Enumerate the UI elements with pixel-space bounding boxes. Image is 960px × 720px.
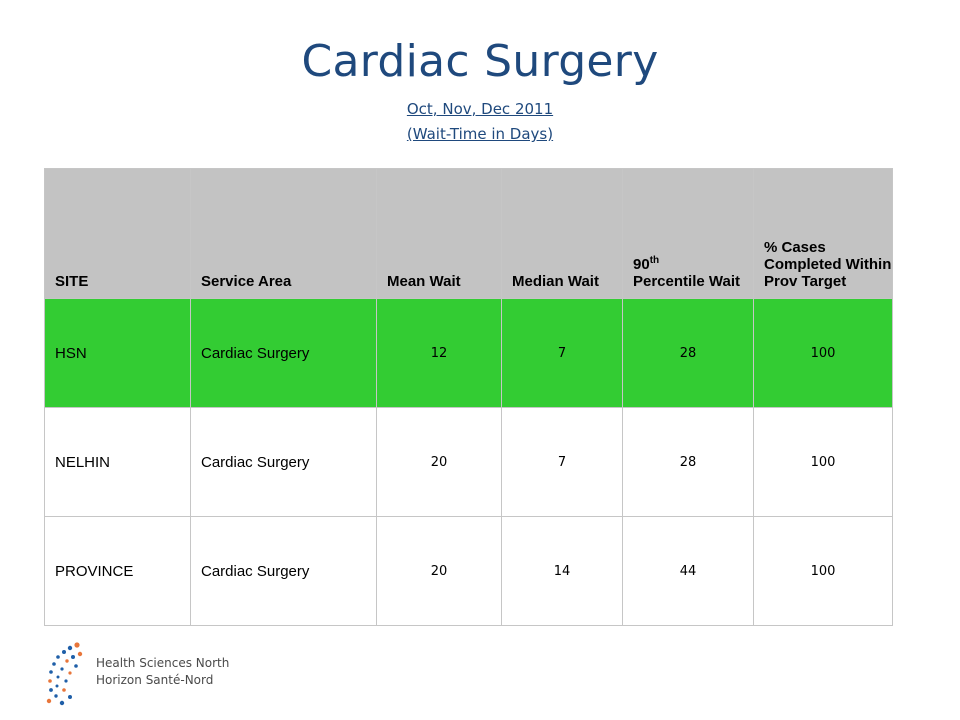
table-row: NELHIN Cardiac Surgery 20 7 28 100	[44, 407, 893, 517]
cell-median-wait: 7	[501, 298, 623, 408]
slide-title: Cardiac Surgery	[301, 36, 659, 87]
cell-90th-percentile: 28	[622, 407, 754, 517]
cell-mean-wait: 20	[376, 407, 502, 517]
header-90th-label: Percentile Wait	[633, 273, 740, 290]
cell-site: PROVINCE	[44, 516, 191, 626]
cell-pct-cases: 100	[753, 407, 893, 517]
health-sciences-north-logo	[46, 642, 83, 706]
header-service-area: Service Area	[190, 168, 377, 299]
cell-pct-cases: 100	[753, 298, 893, 408]
cell-mean-wait: 20	[376, 516, 502, 626]
cell-pct-cases: 100	[753, 516, 893, 626]
cell-median-wait: 7	[501, 407, 623, 517]
organization-name: Health Sciences North Horizon Santé-Nord	[96, 655, 229, 689]
cell-service-area: Cardiac Surgery	[190, 298, 377, 408]
header-row: SITE Service Area Mean Wait Median Wait …	[44, 168, 893, 299]
cell-site: NELHIN	[44, 407, 191, 517]
header-90th-suffix: th	[649, 255, 660, 266]
cell-service-area: Cardiac Surgery	[190, 407, 377, 517]
header-median-wait: Median Wait	[501, 168, 623, 299]
subtitle-units: (Wait-Time in Days)	[406, 125, 554, 143]
cell-90th-percentile: 28	[622, 298, 754, 408]
cell-site: HSN	[44, 298, 191, 408]
header-pct-cases: % Cases Completed Within Prov Target	[753, 168, 893, 299]
header-mean-wait: Mean Wait	[376, 168, 502, 299]
table-row: PROVINCE Cardiac Surgery 20 14 44 100	[44, 516, 893, 626]
cell-90th-percentile: 44	[622, 516, 754, 626]
header-site: SITE	[44, 168, 191, 299]
header-90th-percentile: 90th Percentile Wait	[622, 168, 754, 299]
subtitle-period: Oct, Nov, Dec 2011	[406, 100, 554, 118]
wait-time-table: SITE Service Area Mean Wait Median Wait …	[44, 168, 893, 626]
table-row: HSN Cardiac Surgery 12 7 28 100	[44, 298, 893, 408]
header-90th-number: 90	[633, 256, 650, 273]
cell-median-wait: 14	[501, 516, 623, 626]
cell-mean-wait: 12	[376, 298, 502, 408]
cell-service-area: Cardiac Surgery	[190, 516, 377, 626]
organization-name-french: Horizon Santé-Nord	[96, 673, 214, 687]
organization-name-english: Health Sciences North	[96, 656, 230, 670]
